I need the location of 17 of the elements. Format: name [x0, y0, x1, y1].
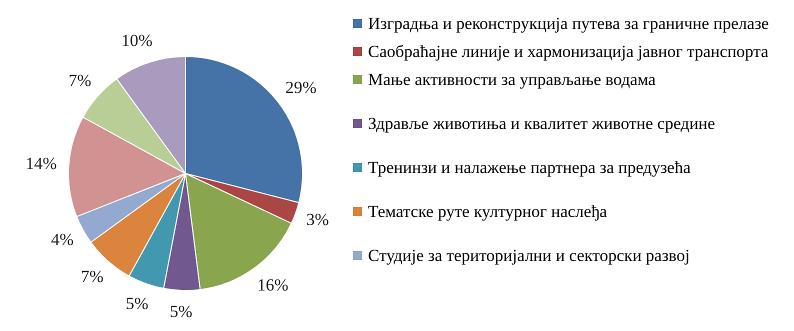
- legend-label: Студије за територијални и секторски развој: [368, 246, 690, 265]
- data-label: 7%: [80, 267, 104, 286]
- legend-label: Тренинзи и налажење партнера за предузећа: [368, 158, 691, 177]
- data-label: 3%: [306, 210, 329, 230]
- legend-label: Мање активности за управљање водама: [368, 70, 656, 89]
- data-label: 10%: [121, 30, 153, 50]
- legend-label: Здравље животиња и квалитет животне средине: [368, 114, 716, 133]
- legend-label: Изградња и реконструкција путева за граничне прелазе: [368, 14, 769, 33]
- legend-label: Тематске руте културног наслеђа: [368, 202, 608, 221]
- legend-label: Саобраћајне линије и хармонизација јавног транспорта: [368, 42, 768, 61]
- data-label: 4%: [51, 230, 74, 249]
- data-label: 5%: [170, 302, 192, 321]
- data-label: 29%: [285, 78, 317, 97]
- data-label: 7%: [68, 71, 92, 90]
- data-label: 16%: [257, 275, 288, 294]
- data-label: 5%: [126, 294, 148, 313]
- data-label: 14%: [26, 154, 57, 174]
